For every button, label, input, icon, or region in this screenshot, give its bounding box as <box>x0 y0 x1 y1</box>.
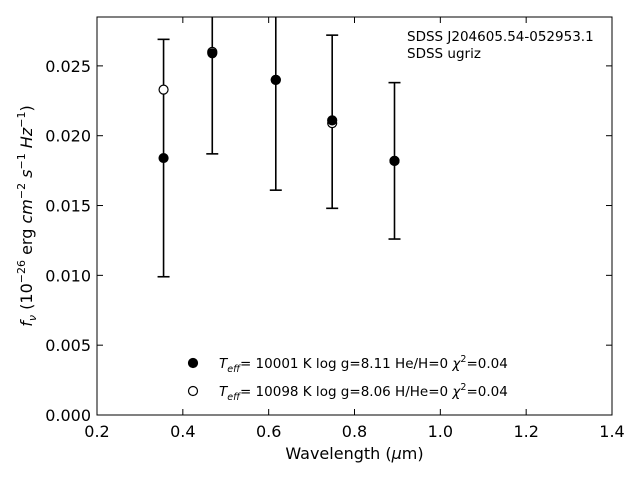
y-label-mid: erg <box>17 224 36 260</box>
legend-2-T: T <box>219 384 229 400</box>
x-axis-label: Wavelength (μm) <box>285 444 423 463</box>
x-tick-label: 0.2 <box>84 422 109 441</box>
x-tick-label: 1.0 <box>428 422 453 441</box>
y-label-f: f <box>17 319 36 327</box>
y-label-rest: (10 <box>17 283 36 315</box>
error-bars <box>157 17 401 278</box>
y-axis-label: fν (10−26 erg cm−2 s−1 Hz−1) <box>15 105 39 326</box>
legend-marker-open <box>187 385 199 397</box>
y-tick-label: 0.010 <box>45 266 91 285</box>
legend-1-body: = 10001 K log g=8.11 He/H=0 <box>240 356 452 372</box>
legend-2-chi: χ <box>451 384 461 400</box>
x-tick-label: 0.6 <box>256 422 281 441</box>
model-point-filled <box>270 74 281 85</box>
legend-marker-filled <box>187 357 199 369</box>
x-tick-label: 0.8 <box>342 422 367 441</box>
x-tick-label: 0.4 <box>170 422 195 441</box>
x-axis-label-rest: m) <box>402 444 424 463</box>
y-label-exp4: −1 <box>15 112 28 128</box>
data-points <box>158 46 400 166</box>
legend-2-tail: =0.04 <box>466 384 507 400</box>
axis-ticks: 0.2 0.4 0.6 0.8 1.0 1.2 1.4 0.000 0.005 0.010 0.01… <box>45 17 625 441</box>
legend-entry-2: Teff= 10098 K log g=8.06 H/He=0 χ2=0.04 <box>219 382 508 403</box>
y-tick-label: 0.005 <box>45 336 91 355</box>
y-tick-label: 0.015 <box>45 197 91 216</box>
model-point-filled <box>207 48 218 59</box>
x-axis-label-mu: μ <box>391 444 402 463</box>
x-axis-label-main: Wavelength ( <box>285 444 391 463</box>
y-tick-label: 0.000 <box>45 406 91 425</box>
y-label-exp2: −2 <box>15 183 28 199</box>
legend-2-sub: eff <box>227 392 241 403</box>
y-tick-label: 0.020 <box>45 127 91 146</box>
legend-1-sub: eff <box>227 364 241 375</box>
y-label-exp3: −1 <box>15 153 28 169</box>
y-label-exp1: −26 <box>15 260 28 283</box>
y-label-hz: Hz <box>17 127 36 153</box>
legend-1-sup: 2 <box>460 354 466 365</box>
model-point-filled <box>389 155 400 166</box>
x-tick-label: 1.4 <box>599 422 624 441</box>
legend-entry-1: Teff= 10001 K log g=8.11 He/H=0 χ2=0.04 <box>219 354 508 375</box>
legend-2-body: = 10098 K log g=8.06 H/He=0 <box>240 384 452 400</box>
y-label-s: s <box>17 170 36 183</box>
annotation-survey: SDSS ugriz <box>407 46 481 62</box>
legend: Teff= 10001 K log g=8.11 He/H=0 χ2=0.04 … <box>187 354 508 403</box>
y-label-close: ) <box>17 105 36 111</box>
y-label-cm: cm <box>17 199 36 223</box>
legend-1-tail: =0.04 <box>466 356 507 372</box>
annotation-object: SDSS J204605.54-052953.1 <box>407 29 594 45</box>
x-tick-label: 1.2 <box>513 422 538 441</box>
plot-frame <box>96 16 613 416</box>
legend-1-T: T <box>219 356 229 372</box>
y-label-nu: ν <box>26 315 39 321</box>
legend-2-sup: 2 <box>460 382 466 393</box>
y-tick-label: 0.025 <box>45 57 91 76</box>
model-point-filled <box>327 115 338 126</box>
model-point-open <box>158 84 169 95</box>
legend-1-chi: χ <box>451 356 461 372</box>
model-point-filled <box>158 152 169 164</box>
